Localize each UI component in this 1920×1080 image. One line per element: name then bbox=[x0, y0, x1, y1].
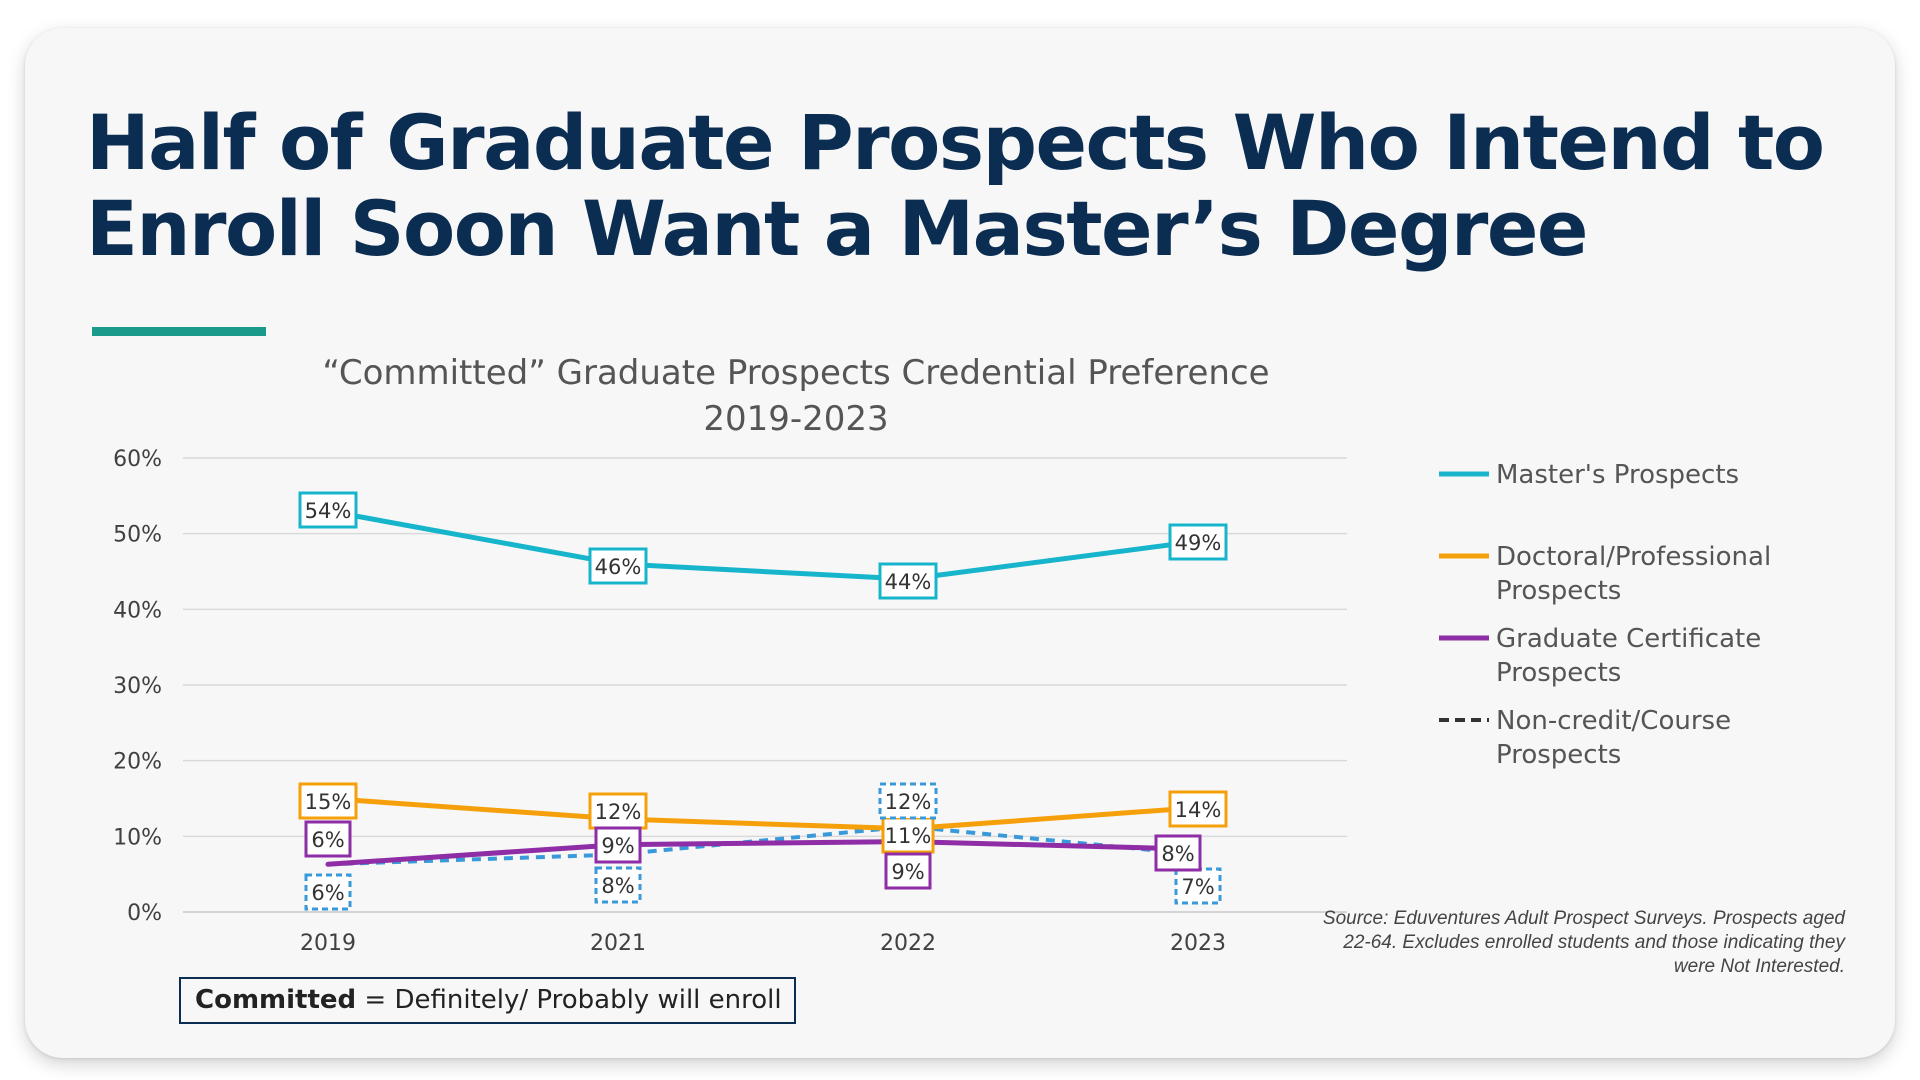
data-label-text: 7% bbox=[1181, 875, 1214, 899]
data-label: 8% bbox=[1154, 834, 1202, 872]
data-label-text: 9% bbox=[601, 834, 634, 858]
line-chart: “Committed” Graduate Prospects Credentia… bbox=[113, 353, 1771, 956]
data-label: 12% bbox=[588, 792, 648, 830]
x-tick-label: 2022 bbox=[880, 931, 936, 956]
data-label-box bbox=[884, 852, 932, 890]
y-tick-label: 0% bbox=[127, 901, 162, 926]
data-label-text: 49% bbox=[1175, 531, 1222, 555]
x-tick-label: 2023 bbox=[1170, 931, 1226, 956]
data-label: 8% bbox=[594, 866, 642, 904]
committed-definition: = Definitely/ Probably will enroll bbox=[356, 985, 782, 1015]
legend-label-line: Non-credit/Course bbox=[1496, 706, 1731, 736]
data-label-text: 15% bbox=[305, 790, 352, 814]
legend-label-line: Master's Prospects bbox=[1496, 460, 1739, 490]
legend-label-line: Prospects bbox=[1496, 576, 1621, 606]
data-label-text: 6% bbox=[311, 881, 344, 905]
data-label-text: 44% bbox=[885, 570, 932, 594]
data-label-text: 12% bbox=[595, 800, 642, 824]
x-tick-label: 2021 bbox=[590, 931, 646, 956]
legend-label: Graduate Certificate Prospects bbox=[1496, 624, 1761, 688]
chart-title: “Committed” Graduate Prospects Credentia… bbox=[322, 353, 1269, 393]
series-line bbox=[327, 824, 1199, 867]
data-label-box bbox=[1154, 834, 1202, 872]
committed-term: Committed bbox=[195, 985, 357, 1015]
legend-label: Master's Prospects bbox=[1496, 460, 1739, 490]
source-note: Source: Eduventures Adult Prospect Surve… bbox=[1322, 908, 1845, 977]
data-label-text: 14% bbox=[1175, 798, 1222, 822]
x-tick-label: 2019 bbox=[300, 931, 356, 956]
data-label: 11% bbox=[881, 816, 935, 854]
chart-subtitle: 2019-2023 bbox=[703, 399, 888, 439]
data-label-text: 54% bbox=[305, 499, 352, 523]
data-label: 49% bbox=[1168, 523, 1228, 561]
data-label-box bbox=[298, 491, 358, 529]
data-label-box bbox=[594, 866, 642, 904]
y-tick-label: 60% bbox=[113, 447, 162, 472]
data-label: 46% bbox=[588, 547, 648, 585]
data-label: 9% bbox=[884, 852, 932, 890]
y-tick-label: 20% bbox=[113, 750, 162, 775]
data-label-box bbox=[594, 826, 642, 864]
data-label-box bbox=[1168, 523, 1228, 561]
committed-definition-box: Committed = Definitely/ Probably will en… bbox=[179, 977, 796, 1024]
slide-headline: Half of Graduate Prospects Who Intend to… bbox=[86, 98, 1825, 273]
slide: Half of Graduate Prospects Who Intend to… bbox=[25, 28, 1895, 1058]
series-line bbox=[325, 839, 1201, 867]
data-label-text: 8% bbox=[1161, 842, 1194, 866]
data-label: 7% bbox=[1174, 867, 1222, 905]
data-label: 15% bbox=[298, 782, 358, 820]
legend-label-line: Doctoral/Professional bbox=[1496, 542, 1771, 572]
data-label-text: 9% bbox=[891, 860, 924, 884]
data-label-text: 6% bbox=[311, 828, 344, 852]
legend-label-line: Prospects bbox=[1496, 740, 1621, 770]
data-label-box bbox=[1168, 790, 1228, 828]
data-label-box bbox=[298, 782, 358, 820]
y-tick-label: 10% bbox=[113, 825, 162, 850]
series-line bbox=[325, 508, 1201, 582]
y-tick-label: 50% bbox=[113, 523, 162, 548]
accent-rule bbox=[92, 327, 266, 336]
legend-label-line: Graduate Certificate bbox=[1496, 624, 1761, 654]
data-label-box bbox=[878, 782, 938, 820]
data-label: 14% bbox=[1168, 790, 1228, 828]
data-label-box bbox=[304, 820, 352, 858]
legend-label: Non-credit/Course Prospects bbox=[1496, 706, 1731, 770]
data-label: 6% bbox=[304, 820, 352, 858]
data-label-box bbox=[304, 873, 352, 911]
data-label: 54% bbox=[298, 491, 358, 529]
data-label: 9% bbox=[594, 826, 642, 864]
series-line bbox=[325, 796, 1201, 832]
y-tick-label: 30% bbox=[113, 674, 162, 699]
data-label-text: 8% bbox=[601, 874, 634, 898]
legend-label-line: Prospects bbox=[1496, 658, 1621, 688]
data-label: 44% bbox=[878, 562, 938, 600]
data-label: 6% bbox=[304, 873, 352, 911]
legend-label: Doctoral/Professional Prospects bbox=[1496, 542, 1771, 606]
data-label-text: 11% bbox=[885, 824, 932, 848]
data-label: 12% bbox=[878, 782, 938, 820]
data-label-box bbox=[588, 547, 648, 585]
data-label-text: 12% bbox=[885, 790, 932, 814]
y-tick-label: 40% bbox=[113, 598, 162, 623]
data-label-box bbox=[878, 562, 938, 600]
data-label-text: 46% bbox=[595, 555, 642, 579]
data-label-box bbox=[1174, 867, 1222, 905]
